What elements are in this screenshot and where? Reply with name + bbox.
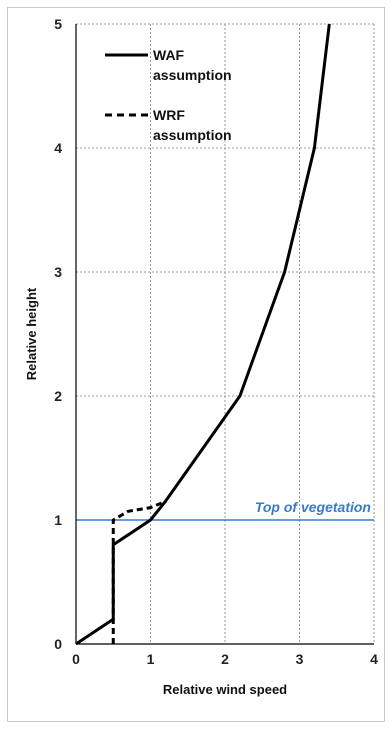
legend-label: WRF — [153, 107, 185, 123]
y-tick-label: 5 — [54, 16, 62, 32]
reference-layer: Top of vegetation — [76, 499, 374, 521]
wrf-series-line — [111, 500, 166, 644]
legend-label: WAF — [153, 47, 185, 63]
vegetation-top-label: Top of vegetation — [255, 499, 371, 515]
axis-layer — [75, 24, 374, 645]
y-tick-label: 1 — [54, 512, 62, 528]
x-tick-label: 2 — [221, 651, 229, 667]
tick-labels: 0 1 2 3 4 0 1 2 3 4 5 — [54, 16, 378, 667]
x-tick-label: 0 — [72, 651, 80, 667]
y-tick-label: 0 — [54, 636, 62, 652]
series-layer — [75, 23, 331, 646]
figure-frame — [7, 7, 385, 722]
y-tick-label: 2 — [54, 388, 62, 404]
y-tick-label: 3 — [54, 264, 62, 280]
y-tick-label: 4 — [54, 140, 62, 156]
grid-layer — [76, 23, 375, 644]
legend-label: assumption — [153, 67, 232, 83]
legend: WAF assumption WRF assumption — [105, 47, 232, 143]
legend-label: assumption — [153, 127, 232, 143]
x-tick-label: 3 — [296, 651, 304, 667]
x-tick-label: 1 — [147, 651, 155, 667]
y-axis-title: Relative height — [24, 287, 39, 380]
x-tick-label: 4 — [370, 651, 378, 667]
x-axis-title: Relative wind speed — [163, 682, 287, 697]
